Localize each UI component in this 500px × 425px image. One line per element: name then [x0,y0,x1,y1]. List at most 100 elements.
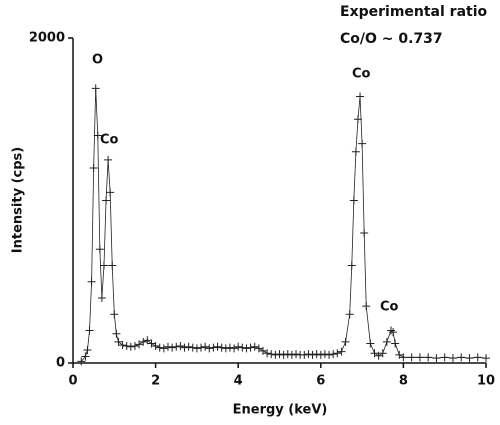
plus-marker [308,350,317,359]
plus-marker [337,347,346,356]
plus-marker [258,346,267,355]
plus-marker [395,350,404,359]
plus-marker [221,344,230,353]
plus-marker [246,343,255,352]
plus-marker [320,350,329,359]
plus-marker [283,350,292,359]
plus-marker [448,354,457,363]
plus-marker [209,343,218,352]
plus-marker [457,353,466,362]
plus-marker [213,342,222,351]
plus-marker [391,339,400,348]
plus-marker [275,350,284,359]
plus-marker [168,343,177,352]
plus-marker [341,337,350,346]
plus-marker [347,261,356,270]
plus-marker [374,351,383,360]
x-tick-label: 0 [68,374,77,389]
annotation: Experimental ratio [340,4,488,20]
plus-marker [201,342,210,351]
plus-marker [93,131,102,140]
plus-marker [304,350,313,359]
annotation: Co [352,67,371,82]
x-tick-label: 4 [234,374,243,389]
y-tick-label: 2000 [29,31,65,46]
plus-marker [147,339,156,348]
plus-marker [345,310,354,319]
plus-marker [465,354,474,363]
plus-marker [242,344,251,353]
plus-marker [366,339,375,348]
plus-marker [473,353,482,362]
plus-marker [172,342,181,351]
plus-marker [159,344,168,353]
plus-marker [87,277,96,286]
x-tick-label: 8 [399,374,408,389]
plus-marker [312,350,321,359]
plus-marker [217,343,226,352]
plus-marker [188,343,197,352]
plus-marker [271,350,280,359]
plus-marker [254,344,263,353]
x-tick-label: 2 [151,374,160,389]
plus-marker [192,344,201,353]
plus-marker [135,340,144,349]
plus-marker [370,349,379,358]
plus-marker [108,261,117,270]
plus-marker [234,342,243,351]
plus-marker [325,350,334,359]
plus-marker [230,344,239,353]
plus-marker [349,196,358,205]
plus-marker [358,139,367,148]
plus-marker [184,342,193,351]
plus-marker [104,155,113,164]
x-tick-label: 10 [477,374,495,389]
plus-marker [362,302,371,311]
plus-marker [95,245,104,254]
annotation: Co [100,133,119,148]
plus-marker [106,188,115,197]
plus-marker [180,343,189,352]
plus-marker [205,344,214,353]
plus-marker [263,349,272,358]
plus-marker [351,147,360,156]
plus-marker [151,341,160,350]
plus-marker [155,343,164,352]
plus-marker [197,343,206,352]
plus-marker [356,92,365,101]
plus-marker [329,350,338,359]
plus-marker [407,353,416,362]
plus-marker [91,84,100,93]
plus-marker [114,337,123,346]
plus-marker [99,261,108,270]
plus-marker [102,196,111,205]
plus-marker [143,336,152,345]
plus-marker [415,353,424,362]
plus-marker [122,341,131,350]
plus-marker [382,337,391,346]
plus-marker [389,328,398,337]
plus-marker [432,354,441,363]
x-axis-label: Energy (keV) [233,403,328,418]
plus-marker [482,354,490,363]
plus-marker [360,229,369,237]
x-tick-label: 6 [316,374,325,389]
plus-marker [97,294,106,302]
plus-marker [112,329,121,338]
annotation: Co [380,300,399,315]
plus-marker [287,350,296,359]
plus-marker [225,343,234,352]
plus-marker [267,350,276,359]
y-tick-label: 0 [56,356,65,371]
plus-marker [126,342,135,351]
plus-marker [130,341,139,350]
plus-marker [163,342,172,351]
plus-marker [300,350,309,359]
plus-marker [378,349,387,358]
plus-marker [83,346,92,354]
plus-marker [440,353,449,362]
plus-marker [399,353,408,362]
plus-marker [387,326,396,335]
annotation: Co/O ~ 0.737 [340,31,443,47]
